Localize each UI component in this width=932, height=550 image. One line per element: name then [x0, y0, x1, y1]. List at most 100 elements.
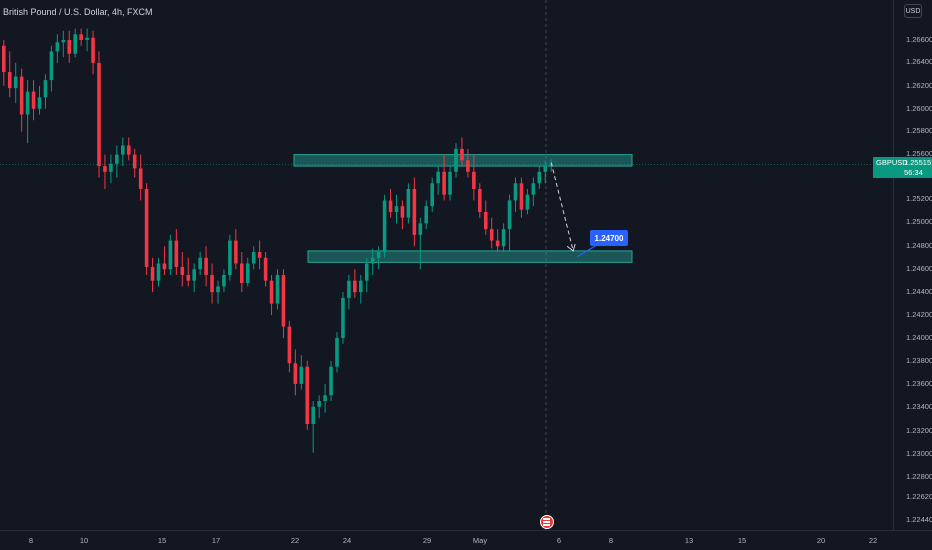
candle-body	[13, 76, 18, 89]
candle-body	[132, 154, 137, 169]
candle-body	[61, 40, 66, 43]
candle-body	[483, 211, 488, 230]
candle-body	[412, 189, 417, 235]
candle-body	[418, 223, 423, 235]
time-tick-label: 29	[422, 536, 432, 545]
candle-body	[329, 366, 333, 396]
price-tick-label: 1.25000	[906, 217, 932, 226]
candle-body	[43, 80, 48, 98]
candle-body	[430, 183, 434, 207]
candle-body	[466, 160, 470, 172]
target-pointer	[576, 244, 598, 258]
candle-body	[234, 240, 238, 264]
price-tick-label: 1.22620	[906, 492, 932, 501]
price-tick-label: 1.26400	[906, 57, 932, 66]
price-tick-label: 1.24800	[906, 241, 932, 250]
candle-body	[424, 206, 429, 224]
time-tick-label: 22	[290, 536, 300, 545]
price-tag-countdown: 56:34	[904, 168, 923, 177]
symbol-title[interactable]: British Pound / U.S. Dollar, 4h, FXCM	[3, 7, 153, 17]
candle-body	[55, 42, 60, 52]
candle-body	[364, 263, 369, 281]
support-zone	[307, 250, 633, 263]
candle-body	[7, 72, 12, 89]
candle-body	[222, 274, 226, 287]
candle-body	[537, 171, 542, 184]
candle-body	[19, 76, 24, 115]
candle-body	[251, 252, 256, 264]
candle-body	[501, 229, 506, 247]
candle-body	[126, 145, 131, 155]
last-price-tag: GBPUSD 1.25515 56:34	[873, 157, 932, 178]
candle-body	[186, 274, 191, 281]
candle-body	[263, 257, 268, 281]
candle-body	[115, 154, 119, 164]
candle-body	[549, 163, 553, 167]
candle-body	[478, 189, 482, 212]
candle-body	[85, 37, 89, 40]
candle-body	[287, 326, 292, 364]
time-tick-label: 15	[157, 536, 167, 545]
candle-body	[376, 252, 381, 258]
us-flag-event-icon[interactable]	[540, 515, 554, 529]
candle-body	[144, 189, 149, 267]
candle-body	[448, 171, 452, 195]
candle-body	[454, 148, 458, 172]
candle-body	[305, 366, 310, 424]
time-tick-label: May	[472, 536, 488, 545]
candle-body	[79, 34, 83, 40]
candle-body	[216, 286, 220, 293]
candle-body	[406, 189, 411, 218]
price-tick-label: 1.26600	[906, 35, 932, 44]
candle-body	[281, 274, 286, 327]
price-tick-label: 1.25800	[906, 126, 932, 135]
candle-body	[198, 257, 202, 270]
candle-body	[472, 171, 476, 189]
time-tick-label: 10	[79, 536, 89, 545]
candle-body	[25, 91, 30, 115]
candle-body	[442, 171, 446, 195]
candle-body	[299, 366, 304, 384]
candle-body	[436, 171, 440, 184]
candle-body	[257, 252, 262, 258]
price-tick-label: 1.25200	[906, 194, 932, 203]
candle-body	[382, 200, 387, 253]
price-tick-label: 1.22440	[906, 515, 932, 524]
candle-body	[519, 183, 524, 210]
chart-area[interactable]: British Pound / U.S. Dollar, 4h, FXCM 1.…	[0, 0, 893, 530]
projection-arrow	[550, 162, 574, 252]
candle-body	[91, 37, 95, 63]
price-tick-label: 1.23400	[906, 402, 932, 411]
target-price-label: 1.24700	[590, 230, 628, 246]
price-tick-label: 1.25600	[906, 149, 932, 158]
candle-body	[323, 395, 327, 402]
candle-body	[489, 229, 494, 241]
price-tick-label: 1.24400	[906, 287, 932, 296]
candle-body	[400, 206, 405, 218]
currency-button[interactable]: USD	[904, 4, 922, 18]
candle-body	[525, 194, 530, 210]
candle-body	[293, 363, 298, 384]
candle-body	[353, 280, 357, 293]
candle-body	[31, 91, 36, 109]
price-tick-label: 1.26200	[906, 81, 932, 90]
candle-body	[394, 206, 399, 212]
candle-body	[210, 274, 214, 293]
candle-body	[311, 406, 315, 424]
candle-body	[275, 274, 280, 304]
candle-body	[156, 263, 161, 281]
time-tick-label: 22	[868, 536, 878, 545]
price-tick-label: 1.26000	[906, 104, 932, 113]
price-tick-label: 1.23200	[906, 426, 932, 435]
projection-arrowhead	[566, 243, 576, 252]
candle-body	[341, 297, 345, 338]
time-axis[interactable]: 8 10 15 17 22 24 29 May 6 8 13 15 20 22	[0, 530, 932, 550]
candle-body	[138, 168, 143, 189]
time-tick-label: 8	[608, 536, 614, 545]
price-tick-label: 1.24600	[906, 264, 932, 273]
time-tick-label: 15	[737, 536, 747, 545]
candle-body	[240, 263, 244, 283]
candlestick-chart[interactable]	[0, 0, 893, 530]
candle-body	[109, 163, 113, 172]
price-axis[interactable]: 1.26600 1.26400 1.26200 1.26000 1.25800 1.256…	[893, 0, 932, 530]
